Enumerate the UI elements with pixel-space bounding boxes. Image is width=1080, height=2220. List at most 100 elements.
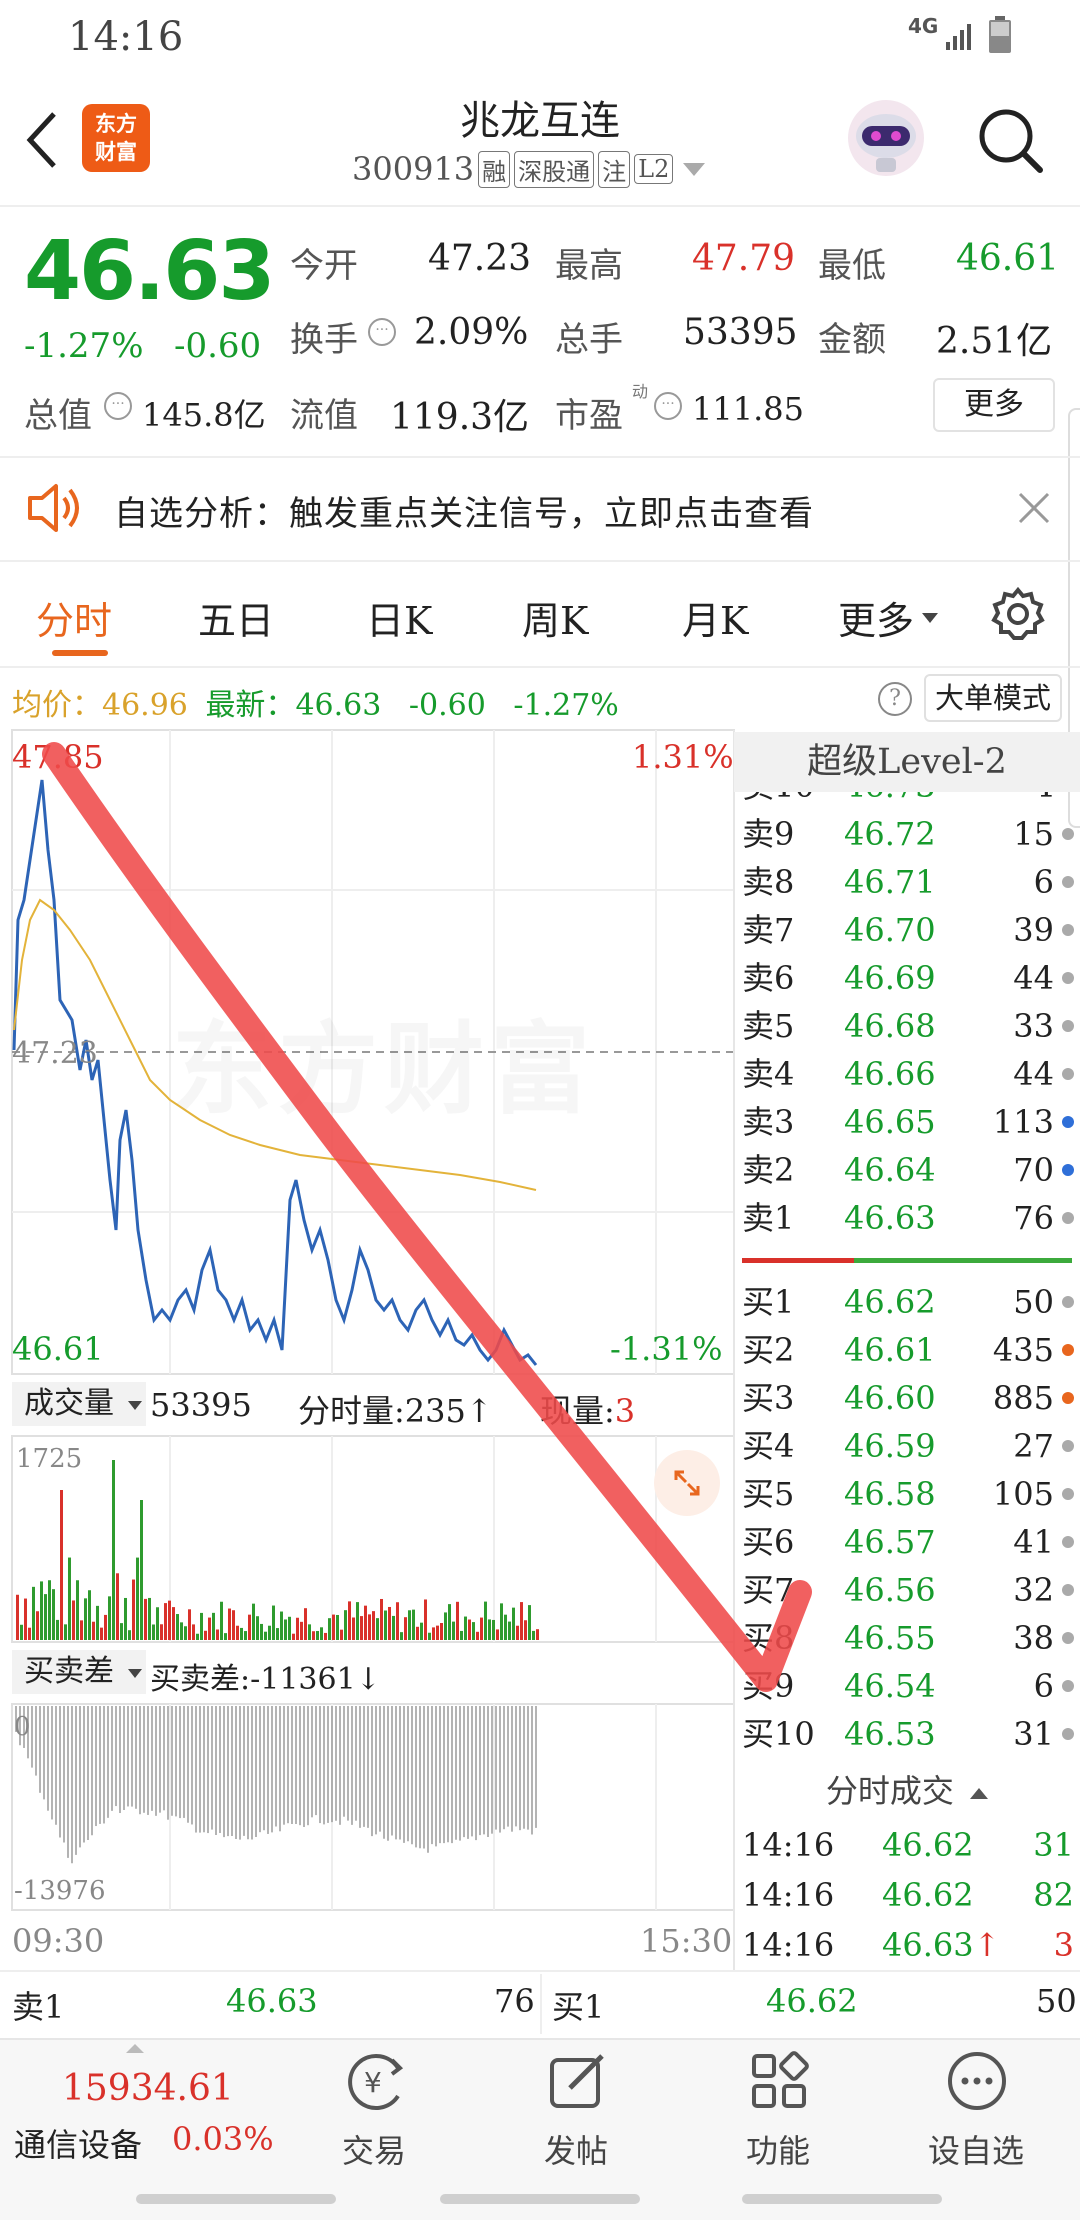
bid-price: 46.53: [844, 1715, 936, 1753]
index-name[interactable]: 通信设备: [14, 2126, 143, 2164]
volume-selector[interactable]: 成交量: [12, 1382, 146, 1426]
scroll-indicator[interactable]: [1068, 408, 1080, 828]
bottom-nav: [0, 2038, 1080, 2220]
info-icon[interactable]: ···: [104, 392, 132, 420]
volume-bar: [264, 1631, 267, 1640]
trades-header[interactable]: 分时成交: [734, 1766, 1080, 1816]
nav-function-label[interactable]: 功能: [746, 2132, 811, 2170]
chart-top-percent: 1.31%: [632, 738, 734, 776]
ask-row[interactable]: 卖8 46.71 6: [734, 858, 1080, 906]
gear-icon[interactable]: [990, 586, 1046, 642]
mcap-value: 145.8亿: [142, 396, 266, 434]
tab-five-day[interactable]: 五日: [198, 599, 275, 643]
index-value[interactable]: 15934.61: [62, 2068, 234, 2109]
volume-bar: [276, 1628, 279, 1640]
volume-bar: [40, 1581, 43, 1640]
gesture-bar: [136, 2194, 336, 2204]
ask-list: 卖10 46.73 4 卖9 46.72 15 卖8 46.71 6 卖7 46.70 39 卖6 46.…: [734, 792, 1080, 1242]
more-button[interactable]: 更多: [933, 378, 1055, 432]
nav-watchlist-label[interactable]: 设自选: [928, 2132, 1025, 2170]
volume-bar: [180, 1622, 183, 1640]
current-hand-label: 现量:: [540, 1392, 615, 1430]
bid-label: 买2: [742, 1331, 795, 1369]
ask-row[interactable]: 卖6 46.69 44: [734, 954, 1080, 1002]
volume-bar: [200, 1612, 203, 1640]
volume-bar: [436, 1625, 439, 1640]
level-dot-icon: [1062, 1440, 1074, 1452]
bid-row[interactable]: 买1 46.62 50: [734, 1278, 1080, 1326]
level2-title[interactable]: 超级Level-2: [734, 732, 1080, 792]
trade-icon[interactable]: ¥: [340, 2046, 410, 2116]
big-order-mode-button[interactable]: 大单模式: [924, 674, 1062, 722]
bottom-ask-vol: 76: [494, 1982, 535, 2020]
tab-timeshare[interactable]: 分时: [36, 599, 113, 643]
bottom-bid-price: 46.62: [766, 1982, 858, 2020]
bid-row[interactable]: 买10 46.53 31: [734, 1710, 1080, 1758]
trade-price: 46.62: [882, 1826, 974, 1864]
volume-bar: [504, 1614, 507, 1640]
bid-volume: 38: [1013, 1619, 1054, 1657]
info-icon[interactable]: ···: [368, 318, 396, 346]
nav-post-label[interactable]: 发帖: [544, 2132, 609, 2170]
tab-daily-k[interactable]: 日K: [366, 599, 433, 643]
ask-price: 46.69: [844, 959, 936, 997]
ask-row[interactable]: 卖9 46.72 15: [734, 810, 1080, 858]
float-value: 119.3亿: [390, 397, 530, 438]
ask-row[interactable]: 卖10 46.73 4: [734, 792, 1080, 810]
volume-bar: [52, 1589, 55, 1640]
search-icon[interactable]: [974, 104, 1046, 176]
bid-row[interactable]: 买4 46.59 27: [734, 1422, 1080, 1470]
current-hand-value: 3: [614, 1392, 636, 1430]
volume-bar: [196, 1633, 199, 1640]
back-icon[interactable]: [20, 108, 64, 172]
ask-row[interactable]: 卖5 46.68 33: [734, 1002, 1080, 1050]
latest-label: 最新：: [205, 688, 296, 723]
volume-bar: [488, 1619, 491, 1640]
robot-avatar-icon[interactable]: [846, 98, 926, 178]
watchlist-add-icon[interactable]: [944, 2048, 1010, 2114]
pe-superscript: 动: [632, 382, 649, 401]
bid-row[interactable]: 买9 46.54 6: [734, 1662, 1080, 1710]
expand-icon[interactable]: [654, 1450, 720, 1516]
ask-label: 卖9: [742, 815, 795, 853]
bid-label: 买1: [742, 1283, 795, 1321]
bid-row[interactable]: 买6 46.57 41: [734, 1518, 1080, 1566]
stock-code-row[interactable]: 300913 融 深股通 注 L2: [352, 150, 706, 188]
ask-row[interactable]: 卖1 46.63 76: [734, 1194, 1080, 1242]
volume-bar: [64, 1624, 67, 1640]
volume-bar: [388, 1606, 391, 1640]
nav-trade-label[interactable]: 交易: [342, 2132, 407, 2170]
gesture-bar: [440, 2194, 640, 2204]
tab-weekly-k[interactable]: 周K: [522, 599, 589, 643]
bid-row[interactable]: 买3 46.60 885: [734, 1374, 1080, 1422]
tab-more[interactable]: 更多: [838, 590, 939, 645]
info-icon[interactable]: ···: [654, 392, 682, 420]
volume-bar: [368, 1614, 371, 1640]
mcap-label: 总值: [24, 396, 92, 436]
help-icon[interactable]: ?: [878, 682, 912, 716]
ask-row[interactable]: 卖7 46.70 39: [734, 906, 1080, 954]
bid-row[interactable]: 买8 46.55 38: [734, 1614, 1080, 1662]
stock-code: 300913: [352, 150, 475, 188]
tab-monthly-k[interactable]: 月K: [682, 599, 749, 643]
bid-row[interactable]: 买2 46.61 435: [734, 1326, 1080, 1374]
bid-row[interactable]: 买7 46.56 32: [734, 1566, 1080, 1614]
notice-text[interactable]: 自选分析：触发重点关注信号，立即点击查看: [114, 494, 814, 534]
diff-selector[interactable]: 买卖差: [12, 1650, 146, 1694]
bid-label: 买7: [742, 1571, 795, 1609]
level-dot-icon: [1062, 1020, 1074, 1032]
ask-row[interactable]: 卖3 46.65 113: [734, 1098, 1080, 1146]
turnover-label: 换手: [290, 320, 358, 360]
bid-row[interactable]: 买5 46.58 105: [734, 1470, 1080, 1518]
bid-volume: 6: [1033, 1667, 1054, 1705]
volume-bar: [116, 1573, 119, 1640]
volume-bar: [176, 1614, 179, 1640]
close-icon[interactable]: [1016, 490, 1052, 526]
function-icon[interactable]: [748, 2048, 814, 2114]
volume-bar: [372, 1611, 375, 1640]
volume-bar: [384, 1610, 387, 1640]
post-icon[interactable]: [546, 2048, 612, 2114]
ask-row[interactable]: 卖4 46.66 44: [734, 1050, 1080, 1098]
ask-row[interactable]: 卖2 46.64 70: [734, 1146, 1080, 1194]
speaker-icon: [24, 478, 84, 538]
